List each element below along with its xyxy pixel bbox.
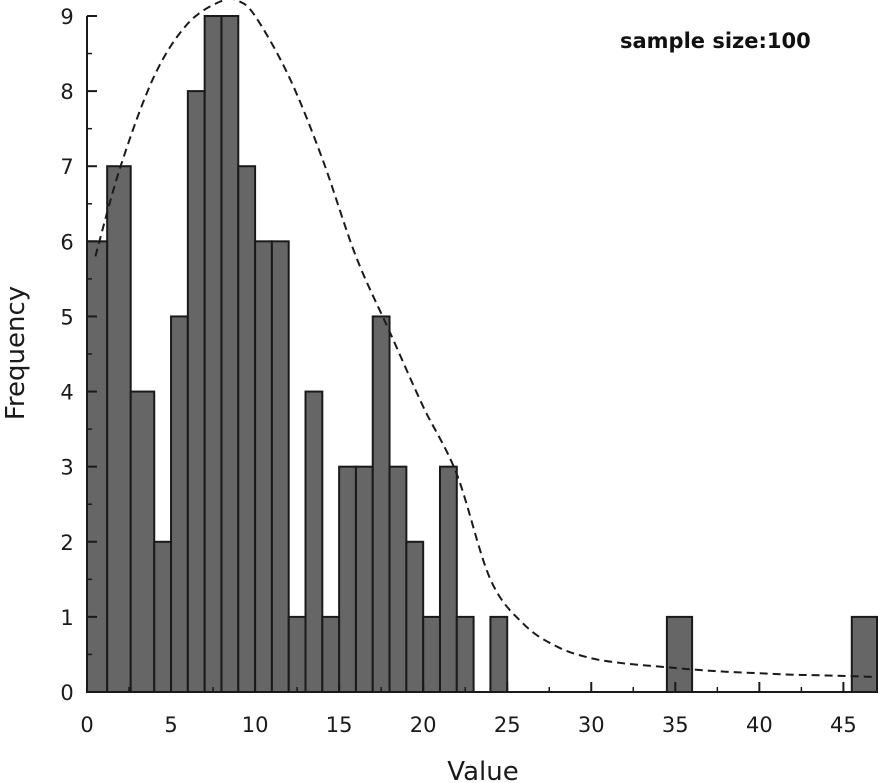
y-tick-label: 8 [60,80,73,104]
histogram-bar [338,465,357,694]
histogram-bar [304,390,324,693]
histogram-bar [850,615,878,694]
histogram-bar [220,15,240,693]
bars-layer [86,15,878,694]
histogram-bar [254,240,273,694]
histogram-bar [354,465,374,694]
histogram-bar [237,165,257,694]
histogram-bar [186,90,206,694]
histogram-bar [489,615,509,694]
y-tick-label: 4 [60,381,73,405]
x-tick-label: 30 [578,713,605,737]
y-tick-label: 6 [60,230,73,254]
x-tick-label: 0 [80,713,93,737]
histogram-bar [371,315,391,693]
y-tick-label: 9 [60,5,73,29]
y-tick-label: 0 [60,681,73,705]
fit-curve-layer [94,0,878,678]
histogram-bar [129,390,156,693]
x-tick-label: 45 [830,713,857,737]
histogram-bar [287,615,307,694]
x-tick-label: 35 [662,713,689,737]
x-tick-label: 10 [242,713,269,737]
histogram-bar [321,615,341,694]
histogram-bar [455,615,475,694]
sample-size-annotation: sample size:100 [620,29,811,53]
y-tick-label: 2 [60,531,73,555]
histogram-bar [203,15,223,693]
x-tick-label: 20 [410,713,437,737]
histogram-bar [106,165,132,694]
histogram-bar [405,540,425,694]
histogram-bar [388,465,408,694]
y-tick-label: 7 [60,155,73,179]
histogram-bar [438,465,458,694]
x-tick-label: 15 [326,713,353,737]
histogram-bar [422,615,441,694]
y-axis-title: Frequency [1,286,31,420]
y-tick-label: 1 [60,606,73,630]
x-axis-title: Value [447,757,518,783]
histogram-bar [170,315,189,693]
x-tick-label: 40 [746,713,773,737]
histogram-bar [665,615,694,694]
y-tick-label: 5 [60,305,73,329]
fit-curve [94,0,878,678]
histogram-bar [270,240,290,694]
x-tick-label: 5 [164,713,177,737]
y-tick-label: 3 [60,456,73,480]
histogram-bar [153,540,173,694]
x-tick-label: 25 [494,713,521,737]
